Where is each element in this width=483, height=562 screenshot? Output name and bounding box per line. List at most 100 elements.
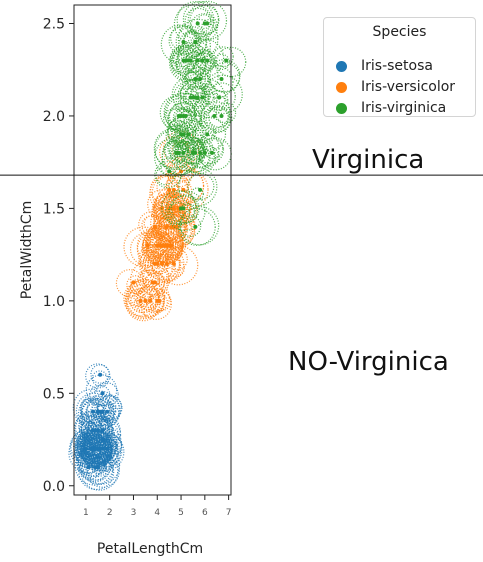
point-scribble — [203, 105, 229, 131]
point-scribble — [176, 127, 200, 151]
x-tick-label: 3 — [131, 508, 137, 518]
y-axis-label: PetalWidthCm — [19, 201, 35, 300]
data-point — [171, 39, 211, 77]
point-marker — [219, 113, 224, 118]
point-scribble — [181, 129, 220, 168]
point-marker — [98, 372, 103, 377]
point-scribble — [143, 242, 181, 281]
point-scribble — [174, 125, 203, 153]
point-scribble — [90, 364, 110, 384]
data-point — [125, 278, 165, 318]
point-scribble — [200, 101, 233, 134]
x-tick-label: 7 — [226, 508, 232, 518]
point-scribble — [147, 236, 174, 263]
point-scribble — [94, 398, 114, 418]
point-marker — [195, 21, 200, 26]
point-scribble — [79, 437, 110, 467]
point-scribble — [180, 140, 205, 165]
point-scribble — [165, 97, 197, 128]
point-scribble — [125, 278, 165, 318]
point-scribble — [86, 446, 101, 460]
data-point — [161, 190, 197, 226]
point-scribble — [185, 38, 225, 78]
point-scribble — [159, 195, 187, 223]
point-scribble — [159, 214, 194, 248]
point-scribble — [170, 141, 201, 172]
point-scribble — [179, 203, 195, 220]
point-scribble — [82, 462, 101, 480]
point-scribble — [172, 46, 194, 68]
x-tick-label: 1 — [83, 508, 89, 518]
point-scribble — [153, 237, 171, 255]
legend-label: Iris-setosa — [361, 58, 433, 74]
point-scribble — [184, 71, 199, 86]
point-scribble — [150, 174, 179, 204]
point-scribble — [100, 404, 120, 424]
point-scribble — [190, 187, 204, 201]
point-scribble — [164, 222, 181, 239]
data-point — [163, 92, 203, 136]
point-marker — [193, 224, 198, 229]
point-scribble — [139, 282, 170, 314]
point-scribble — [179, 206, 220, 246]
point-marker — [138, 298, 143, 303]
point-scribble — [150, 255, 170, 275]
data-point — [96, 394, 123, 424]
data-point — [136, 228, 174, 265]
point-scribble — [126, 275, 146, 295]
point-marker — [105, 409, 110, 414]
legend-marker-icon — [336, 81, 347, 93]
point-scribble — [167, 169, 209, 210]
point-scribble — [158, 233, 173, 248]
point-scribble — [167, 204, 184, 221]
point-scribble — [190, 48, 214, 73]
y-tick-label: 1.5 — [43, 201, 65, 217]
point-scribble — [165, 247, 188, 271]
point-scribble — [176, 39, 211, 73]
point-scribble — [192, 117, 227, 151]
point-scribble — [136, 230, 175, 269]
point-scribble — [145, 232, 180, 267]
data-point — [182, 66, 209, 96]
point-marker — [179, 132, 184, 137]
point-scribble — [157, 210, 196, 248]
point-scribble — [138, 265, 169, 295]
point-scribble — [158, 205, 196, 243]
point-scribble — [129, 279, 146, 295]
point-scribble — [142, 225, 182, 266]
legend-marker-icon — [336, 60, 347, 72]
point-scribble — [76, 429, 113, 466]
data-points — [68, 0, 247, 491]
data-point — [145, 231, 184, 267]
point-scribble — [90, 421, 105, 436]
point-marker — [188, 58, 193, 63]
point-scribble — [202, 138, 224, 160]
x-tick-label: 4 — [154, 508, 160, 518]
x-axis: 1 2 3 4 5 6 7 — [83, 495, 231, 518]
point-scribble — [80, 434, 114, 468]
point-scribble — [149, 225, 184, 261]
point-scribble — [203, 74, 243, 115]
point-scribble — [81, 439, 102, 459]
point-scribble — [193, 92, 231, 130]
point-scribble — [79, 401, 106, 428]
point-scribble — [166, 166, 205, 205]
x-tick-label: 6 — [202, 508, 208, 518]
point-scribble — [205, 106, 231, 133]
point-scribble — [183, 30, 200, 47]
point-marker — [205, 21, 210, 26]
point-marker — [148, 298, 153, 303]
point-scribble — [81, 415, 110, 445]
point-scribble — [155, 202, 175, 222]
point-scribble — [176, 140, 210, 174]
point-scribble — [177, 120, 205, 148]
point-scribble — [81, 437, 113, 469]
point-scribble — [93, 441, 111, 459]
point-scribble — [139, 244, 181, 286]
data-point — [178, 167, 218, 207]
point-scribble — [147, 245, 185, 283]
point-scribble — [189, 5, 220, 36]
point-scribble — [182, 1, 219, 38]
point-scribble — [215, 102, 237, 124]
